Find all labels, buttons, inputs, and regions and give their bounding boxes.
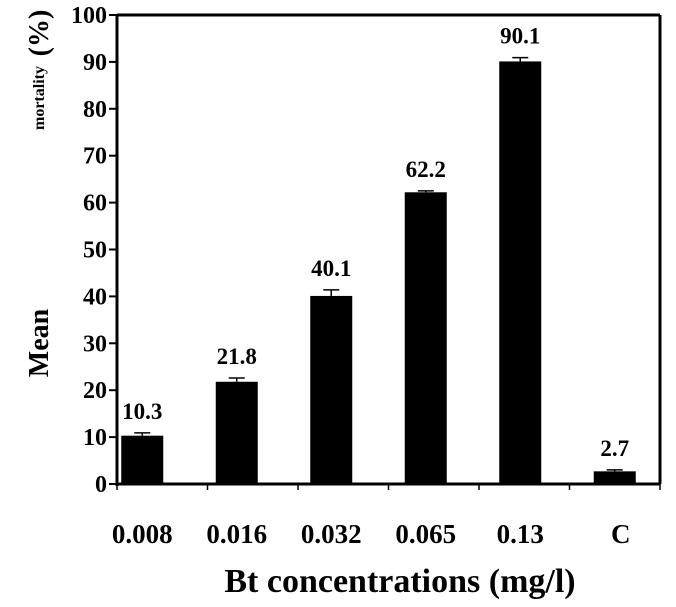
x-axis-label: Bt concentrations (mg/l) xyxy=(224,563,575,600)
data-label: 21.8 xyxy=(217,344,257,369)
y-axis-label-part-1: Mean xyxy=(24,308,55,377)
x-tick-label: 0.016 xyxy=(206,519,267,549)
y-axis-label-part-3: (%) xyxy=(24,10,55,57)
y-tick-label: 70 xyxy=(83,144,107,170)
x-tick-labels: 0.008 0.016 0.032 0.065 0.13 C xyxy=(112,519,631,549)
bars xyxy=(121,56,636,485)
y-tick-label: 100 xyxy=(71,3,107,29)
y-axis-label: Mean mortality (%) xyxy=(24,10,55,378)
data-label: 62.2 xyxy=(406,157,446,182)
y-tick-labels: 0 10 20 30 40 50 60 70 80 90 100 xyxy=(71,3,107,498)
x-tick-label: 0.13 xyxy=(497,519,544,549)
data-label: 10.3 xyxy=(122,399,162,424)
bar xyxy=(310,295,353,484)
data-label: 2.7 xyxy=(600,436,629,461)
y-tick-label: 60 xyxy=(83,191,107,217)
y-tick-label: 20 xyxy=(83,378,107,404)
x-tick-label: 0.008 xyxy=(112,519,173,549)
bar xyxy=(121,435,164,484)
x-tick-label: 0.032 xyxy=(301,519,362,549)
data-label: 40.1 xyxy=(311,256,351,281)
data-label: 90.1 xyxy=(500,24,540,49)
x-tick-label: 0.065 xyxy=(395,519,456,549)
y-axis-label-part-2: mortality xyxy=(31,66,48,130)
data-labels: 10.3 21.8 40.1 62.2 90.1 2.7 xyxy=(122,24,629,461)
bar xyxy=(404,192,447,485)
axes xyxy=(109,13,662,490)
x-tick-label: C xyxy=(611,519,631,549)
y-tick-label: 40 xyxy=(83,284,107,310)
bar xyxy=(593,471,636,484)
bar xyxy=(499,61,542,484)
y-tick-label: 50 xyxy=(83,238,107,264)
y-tick-label: 80 xyxy=(83,97,107,123)
y-tick-label: 10 xyxy=(83,425,107,451)
y-tick-label: 30 xyxy=(83,331,107,357)
y-tick-label: 0 xyxy=(95,472,107,498)
bar xyxy=(215,381,258,484)
y-tick-label: 90 xyxy=(83,50,107,76)
